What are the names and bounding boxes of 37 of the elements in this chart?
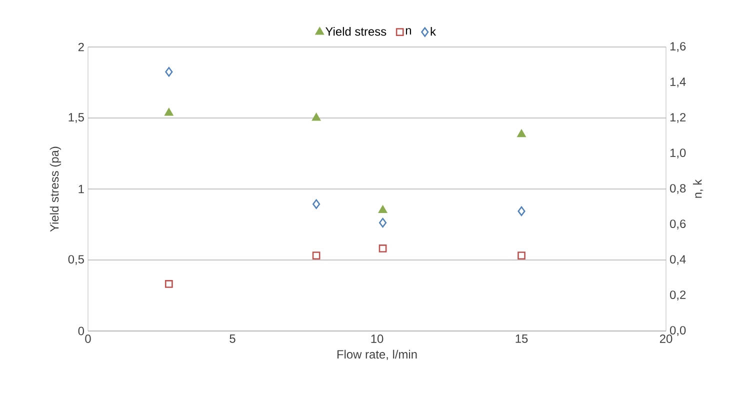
y-tick-label: 1,5 (68, 113, 84, 123)
point (378, 218, 387, 228)
point (312, 199, 320, 209)
point (165, 67, 173, 77)
legend-label: k (430, 26, 436, 36)
y2-tick-label: 1,0 (670, 148, 686, 158)
point (164, 280, 173, 288)
x-tick-label: 0 (85, 334, 91, 343)
x-tick-label: 10 (371, 334, 384, 343)
y2-tick-label: 1,2 (670, 113, 686, 123)
y-tick-label: 0 (78, 326, 84, 336)
point (312, 113, 321, 121)
y2-tick-label: 0,8 (670, 184, 686, 194)
point (378, 205, 388, 214)
point (518, 252, 526, 260)
y-tick-label: 2 (78, 42, 84, 52)
point (378, 244, 387, 252)
point (517, 129, 526, 138)
y2-tick-label: 1,4 (670, 78, 686, 88)
y2-tick-label: 1,6 (670, 42, 686, 52)
point (312, 252, 320, 260)
y2-tick-label: 0,0 (670, 326, 686, 336)
y-tick-label: 1 (78, 184, 84, 194)
y2-tick-label: 0,4 (670, 255, 686, 265)
legend-label: Yield stress (326, 26, 386, 36)
point (518, 206, 526, 216)
x-axis-title: Flow rate, l/min (337, 350, 417, 360)
x-tick-label: 15 (516, 334, 528, 343)
x-tick-label: 20 (660, 334, 672, 343)
y2-tick-label: 0,2 (670, 290, 686, 300)
y2-tick-label: 0,6 (670, 220, 686, 230)
y-tick-label: 0,5 (68, 255, 84, 265)
point (164, 108, 174, 116)
x-tick-label: 5 (230, 334, 236, 343)
y2-axis-title: n, k (692, 179, 704, 198)
y-axis-title: Yield stress (pa) (50, 146, 62, 232)
legend-label: n (406, 28, 412, 35)
